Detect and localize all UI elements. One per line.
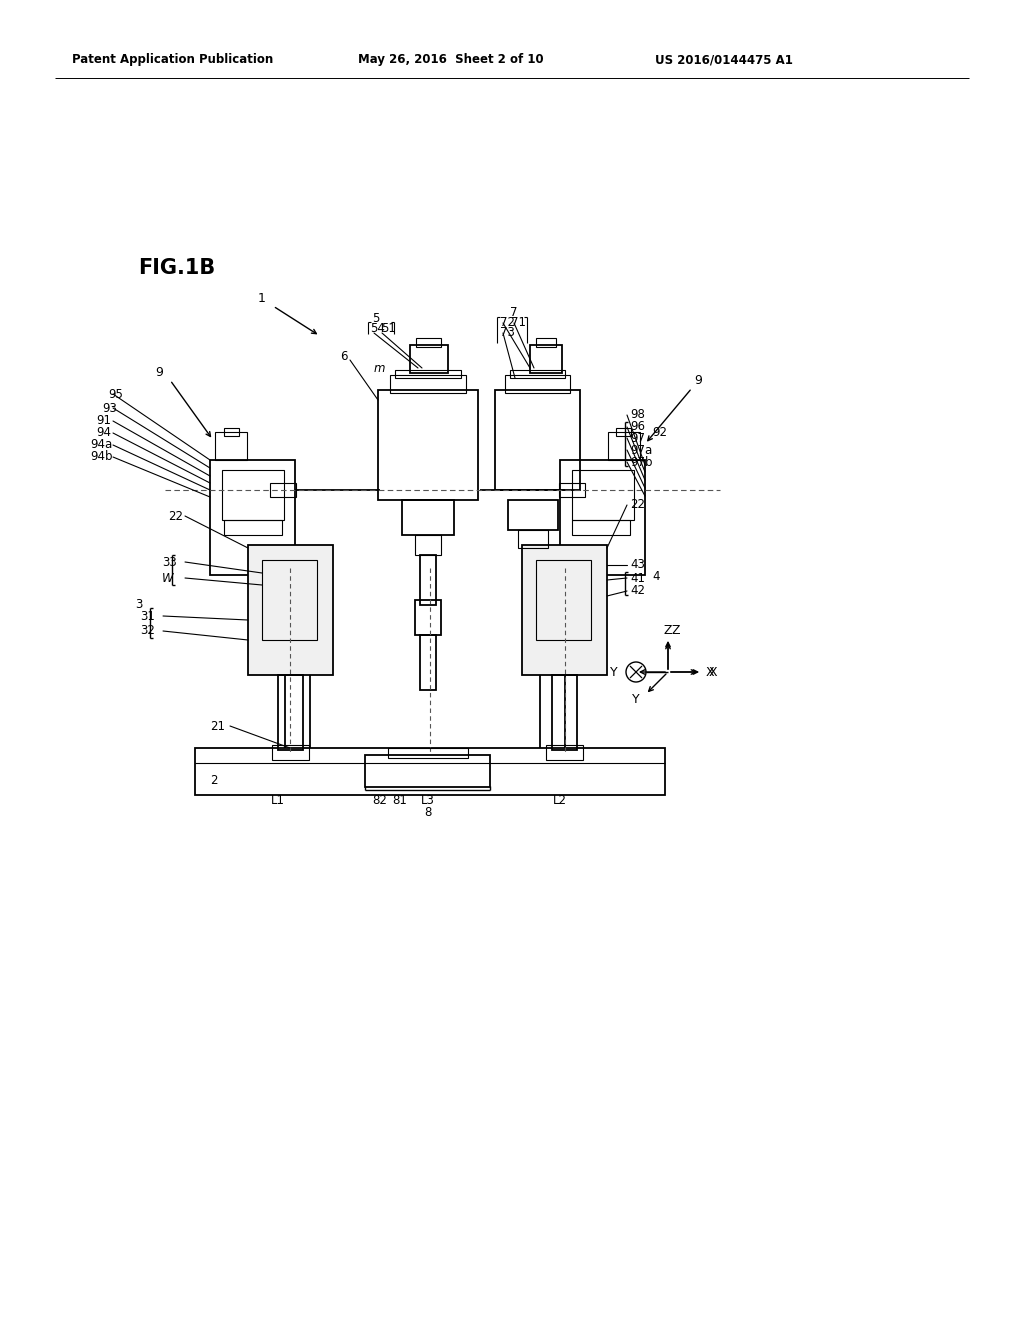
- Text: 54: 54: [370, 322, 385, 334]
- Text: 41: 41: [630, 572, 645, 585]
- Bar: [388, 748, 468, 758]
- Bar: [272, 744, 309, 760]
- Text: 97: 97: [630, 432, 645, 445]
- Text: 9: 9: [694, 374, 701, 387]
- Bar: [508, 500, 558, 531]
- Bar: [395, 370, 461, 378]
- Bar: [210, 459, 295, 576]
- Bar: [616, 428, 631, 436]
- Bar: [572, 520, 630, 535]
- Bar: [505, 375, 570, 393]
- Text: 5: 5: [373, 312, 380, 325]
- Bar: [420, 635, 436, 690]
- Bar: [415, 601, 441, 635]
- Text: L1: L1: [271, 793, 285, 807]
- Bar: [262, 560, 317, 640]
- Text: 42: 42: [630, 585, 645, 598]
- Text: 2: 2: [210, 774, 217, 787]
- Bar: [270, 483, 296, 498]
- Text: May 26, 2016  Sheet 2 of 10: May 26, 2016 Sheet 2 of 10: [358, 54, 544, 66]
- Text: Patent Application Publication: Patent Application Publication: [72, 54, 273, 66]
- Text: X: X: [706, 665, 715, 678]
- Bar: [222, 470, 284, 520]
- Text: Y: Y: [610, 665, 618, 678]
- Bar: [530, 345, 562, 374]
- Text: W: W: [162, 572, 174, 585]
- Text: 1: 1: [258, 292, 266, 305]
- Text: Z: Z: [664, 624, 672, 638]
- Text: 93: 93: [102, 401, 117, 414]
- Bar: [536, 338, 556, 347]
- Text: Z: Z: [671, 623, 680, 636]
- Bar: [522, 545, 607, 675]
- Bar: [390, 375, 466, 393]
- Text: 4: 4: [652, 569, 659, 582]
- Text: 21: 21: [210, 719, 225, 733]
- Bar: [248, 545, 333, 675]
- Text: 95: 95: [108, 388, 123, 400]
- Bar: [552, 675, 577, 750]
- Bar: [365, 755, 490, 787]
- Bar: [195, 748, 665, 795]
- Text: X: X: [709, 665, 718, 678]
- Text: 31: 31: [140, 610, 155, 623]
- Text: 72: 72: [500, 317, 515, 330]
- Text: 82: 82: [372, 793, 387, 807]
- Bar: [410, 345, 449, 374]
- Bar: [560, 459, 645, 576]
- Bar: [420, 554, 436, 605]
- Text: 92: 92: [652, 425, 667, 438]
- Text: 43: 43: [630, 558, 645, 572]
- Text: 22: 22: [168, 510, 183, 523]
- Text: Y: Y: [632, 693, 639, 706]
- Bar: [215, 432, 247, 459]
- Bar: [224, 520, 282, 535]
- Text: 96: 96: [630, 421, 645, 433]
- Text: 91: 91: [96, 414, 111, 428]
- Text: 94b: 94b: [90, 450, 113, 463]
- Text: 81: 81: [392, 793, 407, 807]
- Bar: [378, 389, 478, 500]
- Bar: [559, 483, 585, 498]
- Bar: [278, 675, 303, 750]
- Text: 71: 71: [511, 317, 526, 330]
- Bar: [536, 560, 591, 640]
- Text: FIG.1B: FIG.1B: [138, 257, 215, 279]
- Text: 6: 6: [340, 350, 347, 363]
- Text: 8: 8: [424, 805, 432, 818]
- Bar: [224, 428, 239, 436]
- Text: 98: 98: [630, 408, 645, 421]
- Bar: [416, 338, 441, 347]
- Bar: [510, 370, 565, 378]
- Text: 94a: 94a: [90, 438, 113, 451]
- Bar: [608, 432, 640, 459]
- Bar: [402, 500, 454, 535]
- Text: US 2016/0144475 A1: US 2016/0144475 A1: [655, 54, 793, 66]
- Text: L2: L2: [553, 793, 567, 807]
- Bar: [495, 389, 580, 490]
- Text: 97b: 97b: [630, 455, 652, 469]
- Text: 73: 73: [500, 326, 515, 339]
- Text: 3: 3: [135, 598, 142, 610]
- Bar: [572, 470, 634, 520]
- Text: 22: 22: [630, 499, 645, 511]
- Text: 97a: 97a: [630, 444, 652, 457]
- Bar: [546, 744, 583, 760]
- Text: 33: 33: [162, 556, 177, 569]
- Text: 94: 94: [96, 426, 111, 440]
- Text: 7: 7: [510, 305, 517, 318]
- Bar: [518, 531, 548, 548]
- Text: 51: 51: [381, 322, 396, 334]
- Text: m: m: [374, 362, 385, 375]
- Text: 9: 9: [155, 366, 163, 379]
- Text: 32: 32: [140, 624, 155, 638]
- Text: L3: L3: [421, 793, 435, 807]
- Bar: [415, 535, 441, 554]
